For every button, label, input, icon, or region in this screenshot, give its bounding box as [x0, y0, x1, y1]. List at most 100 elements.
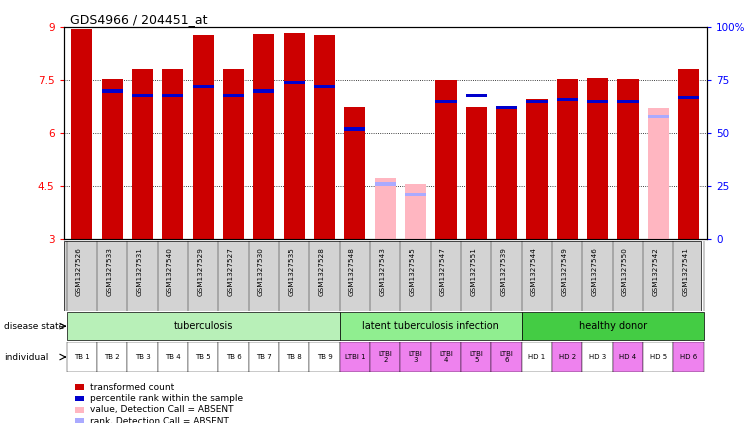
- Bar: [344, 107, 366, 239]
- Text: GSM1327539: GSM1327539: [500, 247, 506, 296]
- Bar: [254, 34, 275, 239]
- Bar: [188, 342, 218, 372]
- Bar: [552, 342, 583, 372]
- Text: GDS4966 / 204451_at: GDS4966 / 204451_at: [70, 14, 207, 26]
- Bar: [158, 342, 188, 372]
- Bar: [617, 79, 639, 239]
- Bar: [314, 35, 335, 239]
- Bar: [223, 93, 244, 97]
- Text: LTBI 1: LTBI 1: [345, 354, 365, 360]
- Text: GSM1327550: GSM1327550: [622, 247, 628, 296]
- Bar: [431, 342, 461, 372]
- Bar: [496, 106, 517, 110]
- Bar: [496, 108, 517, 239]
- Text: TB 5: TB 5: [195, 354, 211, 360]
- Bar: [97, 342, 127, 372]
- Text: TB 1: TB 1: [74, 354, 90, 360]
- Text: GSM1327543: GSM1327543: [379, 247, 385, 296]
- Text: LTBI
6: LTBI 6: [500, 352, 514, 363]
- Bar: [557, 98, 578, 101]
- Bar: [465, 93, 487, 97]
- Text: TB 9: TB 9: [316, 354, 332, 360]
- Bar: [435, 100, 456, 103]
- Text: GSM1327529: GSM1327529: [197, 247, 203, 296]
- Text: GSM1327546: GSM1327546: [592, 247, 598, 296]
- Bar: [279, 342, 310, 372]
- Text: GSM1327548: GSM1327548: [349, 247, 355, 296]
- Text: TB 8: TB 8: [286, 354, 302, 360]
- Bar: [587, 100, 608, 103]
- Bar: [400, 342, 431, 372]
- Text: LTBI
5: LTBI 5: [469, 352, 483, 363]
- Bar: [527, 99, 548, 239]
- Text: LTBI
2: LTBI 2: [378, 352, 392, 363]
- Text: value, Detection Call = ABSENT: value, Detection Call = ABSENT: [90, 405, 233, 415]
- Bar: [283, 33, 304, 239]
- Bar: [102, 79, 123, 239]
- Bar: [248, 342, 279, 372]
- Bar: [192, 85, 214, 88]
- Bar: [648, 108, 669, 239]
- Text: TB 7: TB 7: [256, 354, 272, 360]
- Bar: [405, 193, 426, 196]
- Bar: [583, 342, 613, 372]
- Bar: [127, 342, 158, 372]
- Bar: [375, 182, 396, 186]
- Bar: [522, 342, 552, 372]
- Bar: [102, 89, 123, 93]
- Text: disease state: disease state: [4, 321, 64, 331]
- Bar: [465, 107, 487, 239]
- Text: GSM1327544: GSM1327544: [531, 247, 537, 296]
- Bar: [678, 69, 699, 239]
- Bar: [648, 115, 669, 118]
- Text: GSM1327531: GSM1327531: [136, 247, 142, 296]
- Bar: [617, 100, 639, 103]
- Text: HD 1: HD 1: [528, 354, 545, 360]
- Bar: [223, 69, 244, 239]
- Bar: [254, 89, 275, 93]
- Text: GSM1327530: GSM1327530: [258, 247, 264, 296]
- Bar: [310, 342, 340, 372]
- Bar: [67, 312, 340, 340]
- Text: healthy donor: healthy donor: [579, 321, 647, 331]
- Bar: [587, 77, 608, 239]
- Text: HD 6: HD 6: [680, 354, 697, 360]
- Bar: [340, 312, 522, 340]
- Bar: [405, 184, 426, 239]
- Text: GSM1327549: GSM1327549: [561, 247, 567, 296]
- Bar: [435, 80, 456, 239]
- Bar: [643, 342, 673, 372]
- Text: TB 3: TB 3: [135, 354, 150, 360]
- Text: GSM1327551: GSM1327551: [470, 247, 476, 296]
- Text: TB 2: TB 2: [104, 354, 120, 360]
- Text: HD 2: HD 2: [559, 354, 576, 360]
- Text: GSM1327528: GSM1327528: [319, 247, 325, 296]
- Text: GSM1327527: GSM1327527: [227, 247, 233, 296]
- Bar: [218, 342, 248, 372]
- Bar: [491, 342, 522, 372]
- Bar: [678, 96, 699, 99]
- Bar: [340, 342, 370, 372]
- Bar: [613, 342, 643, 372]
- Bar: [522, 312, 704, 340]
- Text: rank, Detection Call = ABSENT: rank, Detection Call = ABSENT: [90, 417, 229, 423]
- Text: GSM1327545: GSM1327545: [410, 247, 416, 296]
- Text: TB 6: TB 6: [226, 354, 242, 360]
- Bar: [162, 69, 183, 239]
- Text: TB 4: TB 4: [165, 354, 180, 360]
- Text: LTBI
4: LTBI 4: [439, 352, 453, 363]
- Bar: [132, 93, 153, 97]
- Bar: [557, 79, 578, 239]
- Text: GSM1327541: GSM1327541: [683, 247, 689, 296]
- Text: HD 3: HD 3: [589, 354, 606, 360]
- Bar: [192, 35, 214, 239]
- Bar: [527, 100, 548, 103]
- Text: GSM1327547: GSM1327547: [440, 247, 446, 296]
- Bar: [375, 178, 396, 239]
- Bar: [71, 29, 93, 239]
- Text: tuberculosis: tuberculosis: [174, 321, 233, 331]
- Bar: [67, 342, 97, 372]
- Text: GSM1327533: GSM1327533: [106, 247, 112, 296]
- Bar: [673, 342, 704, 372]
- Text: GSM1327542: GSM1327542: [652, 247, 658, 296]
